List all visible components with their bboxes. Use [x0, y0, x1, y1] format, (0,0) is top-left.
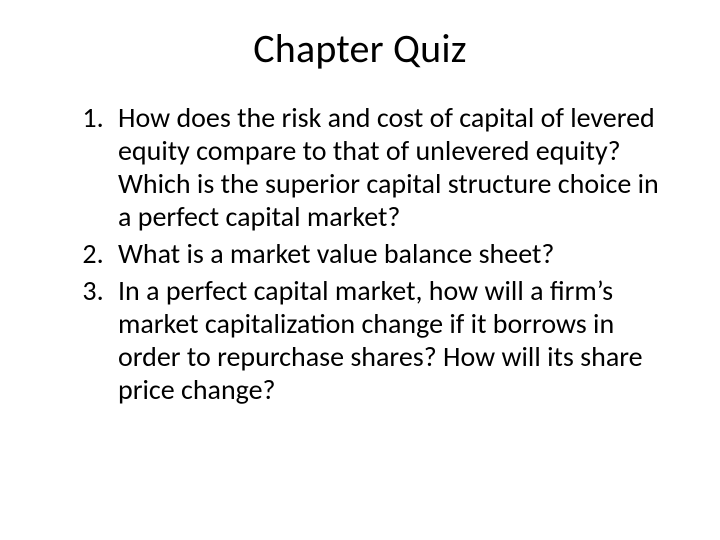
- list-item: How does the risk and cost of capital of…: [110, 101, 662, 233]
- slide-title: Chapter Quiz: [48, 24, 672, 73]
- slide: Chapter Quiz How does the risk and cost …: [0, 0, 720, 540]
- quiz-list: How does the risk and cost of capital of…: [48, 101, 672, 406]
- list-item: What is a market value balance sheet?: [110, 237, 662, 270]
- list-item: In a perfect capital market, how will a …: [110, 274, 662, 406]
